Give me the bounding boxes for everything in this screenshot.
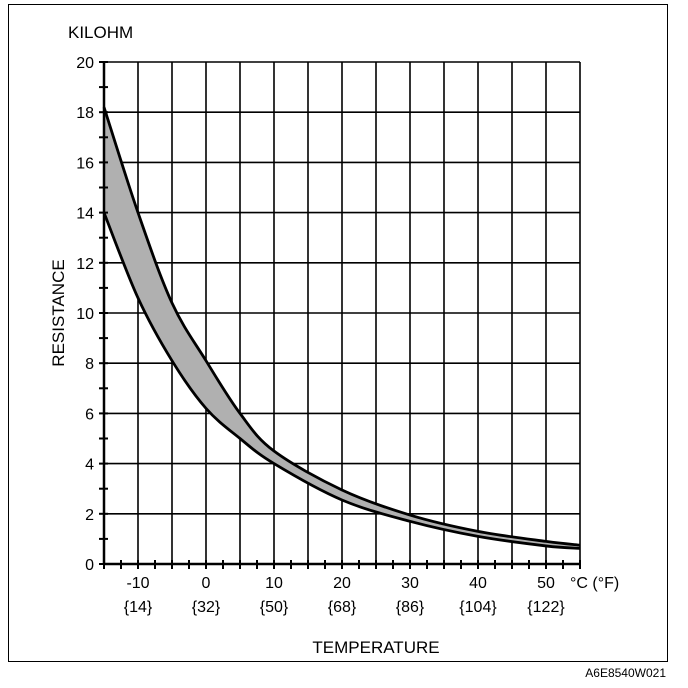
x-tick-label-fahrenheit: {68} [328, 599, 357, 616]
figure-code: A6E8540W021 [585, 666, 666, 680]
y-tick-label: 8 [85, 356, 94, 373]
y-tick-label: 14 [76, 206, 94, 223]
y-tick-label: 6 [85, 406, 94, 423]
x-tick-label-fahrenheit: {122} [527, 599, 565, 616]
x-tick-label-fahrenheit: {32} [192, 599, 221, 616]
x-tick-label: 50 [537, 575, 555, 592]
y-axis-label: RESISTANCE [49, 259, 68, 366]
x-tick-label: 30 [401, 575, 419, 592]
y-tick-label: 18 [76, 105, 94, 122]
upper-limit-curve [102, 106, 581, 547]
figure-frame [8, 4, 668, 662]
y-tick-label: 12 [76, 256, 94, 273]
x-tick-label: -10 [126, 575, 149, 592]
y-tick-label: 0 [85, 557, 94, 574]
lower-limit-curve [102, 212, 581, 550]
x-tick-label-fahrenheit: {50} [260, 599, 289, 616]
x-tick-label-fahrenheit: {104} [459, 599, 497, 616]
y-tick-label: 2 [85, 507, 94, 524]
x-axis-label: TEMPERATURE [312, 638, 439, 657]
x-unit-label: °C (°F) [570, 575, 619, 592]
y-tick-label: 16 [76, 155, 94, 172]
x-tick-label-fahrenheit: {14} [124, 599, 153, 616]
x-tick-label: 20 [333, 575, 351, 592]
x-tick-label: 10 [265, 575, 283, 592]
x-tick-label: 0 [202, 575, 211, 592]
y-tick-label: 20 [76, 55, 94, 72]
y-tick-label: 10 [76, 306, 94, 323]
y-tick-label: 4 [85, 457, 94, 474]
x-tick-label-fahrenheit: {86} [396, 599, 425, 616]
unit-label: KILOHM [68, 23, 133, 42]
x-tick-label: 40 [469, 575, 487, 592]
